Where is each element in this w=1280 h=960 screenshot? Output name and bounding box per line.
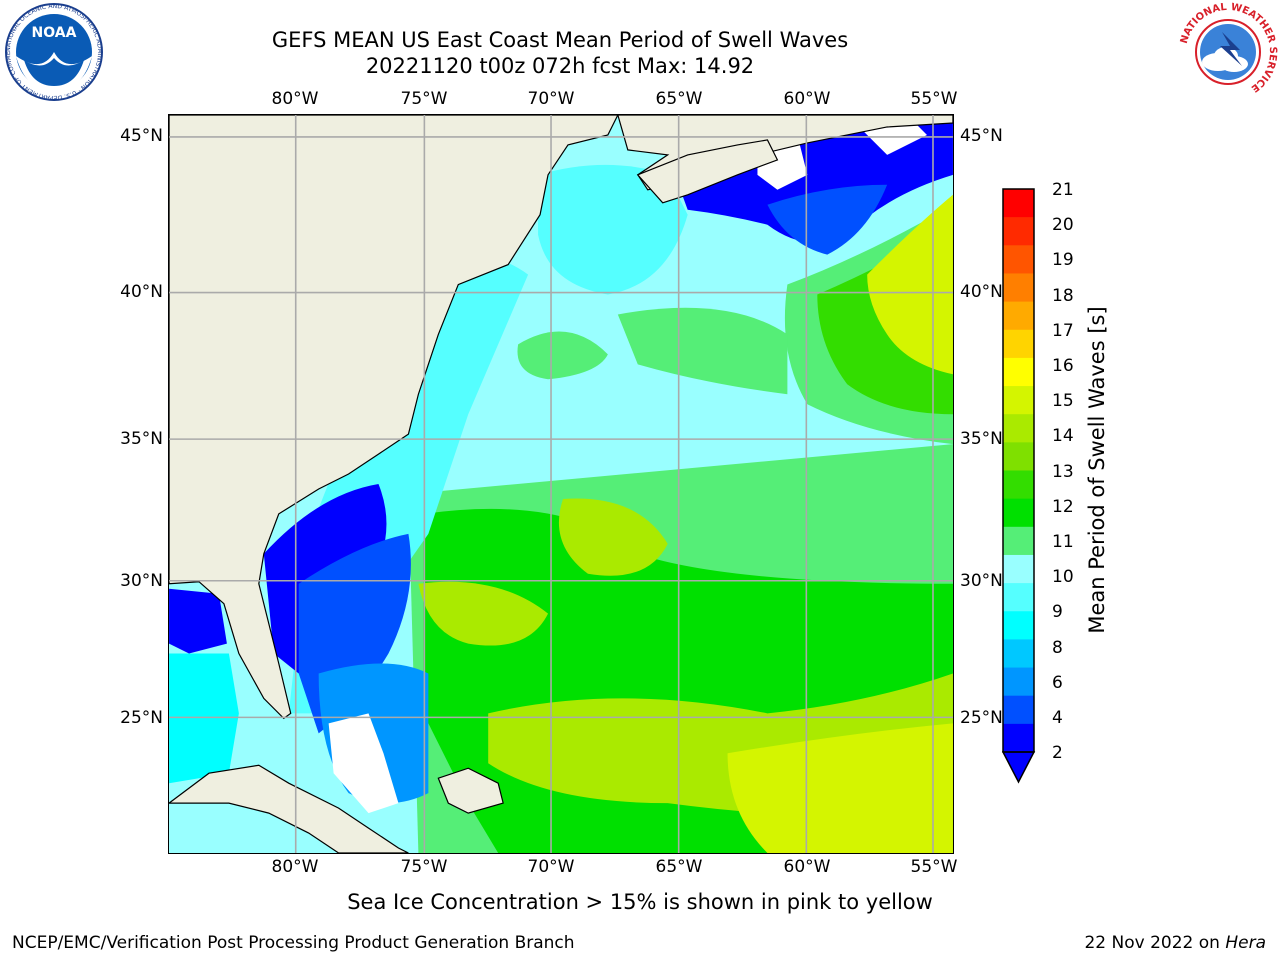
colorbar-swatch (1003, 695, 1034, 725)
lat-label-right: 30°N (960, 571, 1003, 591)
colorbar-tick-label: 8 (1052, 637, 1063, 658)
colorbar-tick-label: 12 (1052, 496, 1074, 517)
colorbar-tick-label: 19 (1052, 250, 1074, 271)
colorbar-tick-label: 9 (1052, 602, 1063, 623)
lat-label-right: 40°N (960, 282, 1003, 302)
chart-subtitle: 20221120 t00z 072h fcst Max: 14.92 (365, 54, 755, 78)
colorbar-swatch (1003, 554, 1034, 584)
lat-label-right: 25°N (960, 708, 1003, 728)
lat-label-left: 30°N (120, 571, 163, 591)
colorbar-swatch (1003, 273, 1034, 303)
colorbar-swatch (1003, 498, 1034, 528)
footer-date-text: 22 Nov 2022 on (1084, 933, 1226, 953)
colorbar-tick-label: 15 (1052, 391, 1074, 412)
lon-label-top: 60°W (783, 89, 831, 109)
colorbar-extend-arrow (1002, 751, 1036, 784)
colorbar-tick-label: 13 (1052, 461, 1074, 482)
colorbar-swatch (1003, 386, 1034, 415)
contour-yellow-green-1 (418, 581, 549, 646)
contour-yellow-south (727, 723, 953, 853)
colorbar-swatch (1003, 583, 1034, 612)
contour-green-mid (517, 331, 608, 380)
landmass-hispaniola (437, 767, 504, 814)
colorbar-tick-label: 21 (1052, 180, 1074, 200)
lat-label-right: 35°N (960, 429, 1003, 449)
colorbar-swatch (1003, 667, 1034, 697)
colorbar-tick-label: 6 (1052, 672, 1063, 693)
contour-yellow-ne (867, 194, 953, 375)
colorbar-tick-label: 11 (1052, 532, 1074, 552)
colorbar-swatch (1003, 611, 1034, 640)
noaa-logo: NATIONAL OCEANIC AND ATMOSPHERIC ADMINIS… (2, 2, 103, 101)
swell-period-map (168, 114, 954, 854)
footer-credit: NCEP/EMC/Verification Post Processing Pr… (12, 933, 575, 953)
colorbar-tick-label: 14 (1052, 426, 1074, 447)
lon-label-top: 70°W (527, 89, 575, 109)
lon-label-bottom: 65°W (655, 857, 703, 877)
contour-green-mid2 (617, 307, 788, 395)
nws-logo: NATIONAL WEATHER SERVICE (1179, 2, 1278, 100)
colorbar-swatch (1003, 442, 1034, 471)
lon-label-bottom: 80°W (271, 857, 319, 877)
landmass-cuba (169, 764, 409, 853)
colorbar-tick-label: 16 (1052, 356, 1074, 376)
lon-label-bottom: 70°W (527, 857, 575, 877)
colorbar-tick-label: 20 (1052, 215, 1074, 236)
colorbar-swatch (1003, 301, 1034, 331)
lat-label-left: 25°N (120, 708, 163, 728)
colorbar-tick-label: 10 (1052, 567, 1074, 588)
ice-white-bahamas (328, 713, 399, 814)
lat-label-left: 40°N (120, 282, 163, 302)
colorbar-tick-label: 17 (1052, 320, 1074, 341)
colorbar (1002, 188, 1036, 784)
lon-label-bottom: 55°W (910, 857, 958, 877)
noaa-logo-text: NOAA (32, 25, 77, 41)
chart-title: GEFS MEAN US East Coast Mean Period of S… (271, 28, 849, 52)
contour-dark-blue-gulf (169, 588, 227, 654)
contour-cyan-north (538, 164, 688, 295)
lat-label-left: 45°N (120, 126, 163, 146)
colorbar-swatch (1003, 217, 1034, 246)
footer-date: 22 Nov 2022 on Hera (1084, 933, 1266, 953)
lon-label-top: 75°W (400, 89, 448, 109)
graticule (169, 115, 953, 853)
lon-label-bottom: 75°W (400, 857, 448, 877)
colorbar-tick-label: 2 (1052, 743, 1063, 764)
colorbar-swatch (1003, 723, 1034, 753)
colorbar-swatch (1003, 639, 1034, 669)
colorbar-swatch (1003, 414, 1034, 443)
colorbar-swatch (1003, 189, 1034, 218)
colorbar-swatch (1003, 329, 1034, 359)
lon-label-top: 80°W (271, 89, 319, 109)
contour-cyan-gulf (169, 653, 239, 784)
lon-label-bottom: 60°W (783, 857, 831, 877)
colorbar-swatch (1003, 470, 1034, 500)
contour-yellow-green-2 (558, 498, 668, 576)
landmass-nova-scotia (636, 139, 779, 204)
lon-label-top: 65°W (655, 89, 703, 109)
colorbar-swatch (1003, 526, 1034, 556)
colorbar-swatch (1003, 245, 1034, 274)
colorbar-tick-label: 4 (1052, 708, 1063, 728)
colorbar-tick-label: 18 (1052, 285, 1074, 306)
sea-ice-note: Sea Ice Concentration > 15% is shown in … (347, 890, 933, 914)
lat-label-left: 35°N (120, 429, 163, 449)
contour-blue-north (767, 184, 888, 255)
lon-label-top: 55°W (910, 89, 958, 109)
footer-host: Hera (1225, 933, 1266, 953)
lat-label-right: 45°N (960, 126, 1003, 146)
landmass-us (169, 115, 619, 720)
colorbar-label: Mean Period of Swell Waves [s] (1085, 306, 1109, 634)
colorbar-swatch (1003, 357, 1034, 387)
